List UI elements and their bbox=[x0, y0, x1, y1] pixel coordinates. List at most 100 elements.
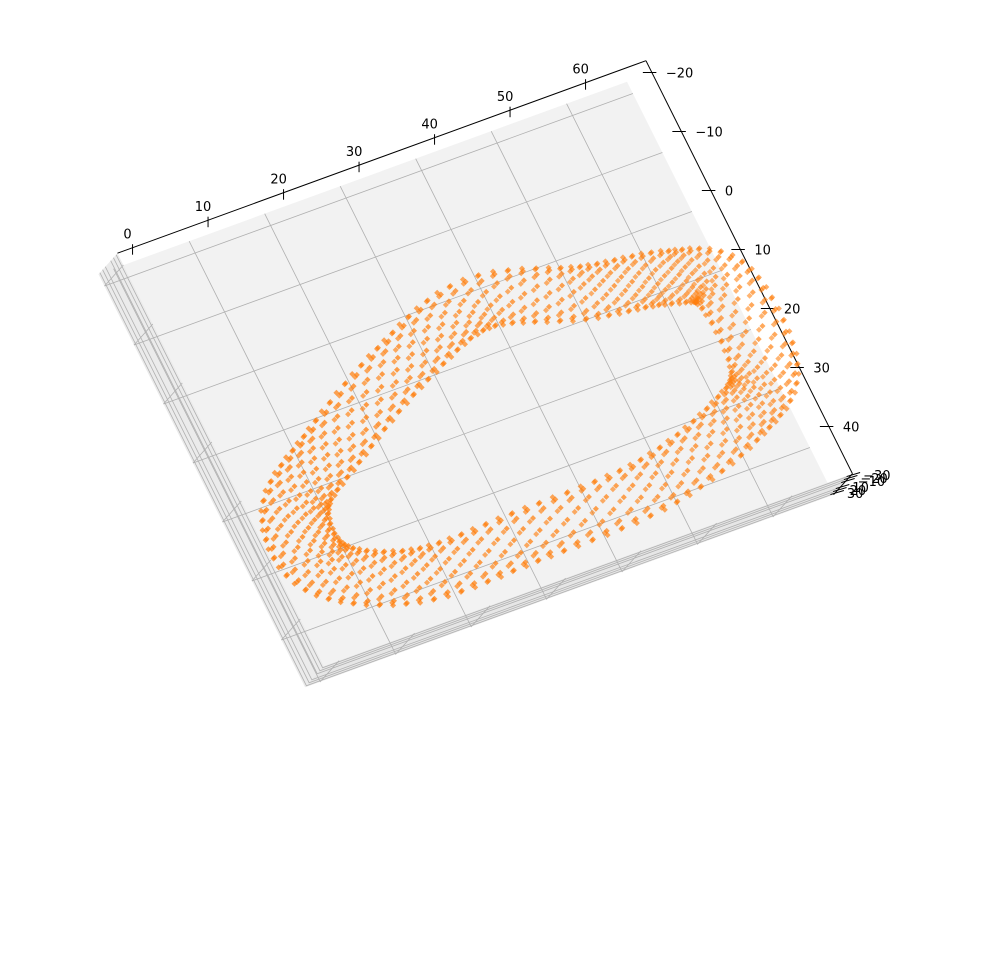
data-point bbox=[777, 411, 784, 418]
data-point bbox=[569, 266, 575, 273]
data-point bbox=[478, 536, 485, 543]
data-point bbox=[475, 298, 481, 305]
data-point bbox=[683, 290, 690, 297]
data-point bbox=[327, 472, 334, 479]
data-point bbox=[583, 315, 590, 322]
data-point bbox=[414, 570, 421, 577]
data-point bbox=[788, 387, 795, 394]
data-point bbox=[723, 384, 730, 391]
data-point bbox=[638, 456, 645, 463]
data-point bbox=[340, 587, 347, 594]
data-point bbox=[712, 273, 719, 280]
data-point bbox=[580, 281, 587, 287]
data-point bbox=[706, 268, 713, 275]
data-point bbox=[365, 577, 372, 583]
data-point bbox=[338, 390, 345, 397]
data-point bbox=[577, 284, 584, 291]
data-point bbox=[404, 592, 411, 598]
data-point bbox=[540, 543, 546, 550]
data-point bbox=[571, 302, 578, 309]
data-point bbox=[442, 301, 449, 308]
data-point bbox=[709, 277, 716, 284]
data-point bbox=[723, 396, 730, 403]
data-point bbox=[642, 296, 649, 302]
grid-line-z bbox=[99, 272, 836, 687]
data-point bbox=[399, 569, 406, 576]
data-point bbox=[307, 547, 314, 554]
data-point bbox=[772, 362, 778, 369]
data-point bbox=[695, 431, 702, 438]
data-point bbox=[348, 407, 355, 414]
data-point bbox=[288, 558, 295, 565]
data-point bbox=[408, 363, 415, 369]
data-point bbox=[463, 322, 470, 329]
data-point bbox=[773, 318, 780, 325]
data-point bbox=[336, 436, 343, 443]
data-point bbox=[406, 343, 413, 350]
data-point bbox=[334, 451, 341, 458]
data-point bbox=[761, 381, 768, 388]
data-point bbox=[642, 262, 649, 269]
data-point bbox=[749, 289, 756, 296]
data-point bbox=[258, 507, 265, 514]
data-point bbox=[295, 577, 302, 584]
data-point bbox=[284, 571, 291, 578]
data-point bbox=[792, 370, 799, 377]
back-pane bbox=[98, 81, 834, 688]
data-point bbox=[363, 553, 370, 560]
data-point bbox=[719, 337, 725, 344]
data-point bbox=[360, 565, 367, 572]
data-point bbox=[752, 340, 759, 347]
data-point bbox=[521, 290, 528, 297]
y-tick-label: −10 bbox=[695, 126, 722, 141]
data-point bbox=[442, 559, 449, 566]
data-point bbox=[729, 382, 736, 389]
data-point bbox=[281, 517, 288, 523]
data-point bbox=[363, 602, 370, 609]
data-point bbox=[313, 592, 320, 599]
x-tick-label: 50 bbox=[497, 90, 514, 105]
data-point bbox=[729, 312, 736, 319]
data-point bbox=[300, 469, 307, 476]
data-point bbox=[706, 248, 713, 255]
data-point bbox=[652, 470, 659, 477]
data-point bbox=[367, 586, 374, 593]
data-point bbox=[463, 328, 470, 335]
data-point bbox=[595, 315, 602, 322]
data-point bbox=[707, 421, 714, 428]
data-point bbox=[290, 447, 297, 453]
data-point bbox=[409, 548, 416, 555]
data-point bbox=[656, 293, 663, 300]
data-point bbox=[463, 536, 470, 543]
data-point bbox=[575, 505, 582, 511]
data-point bbox=[377, 362, 384, 369]
data-point bbox=[356, 548, 363, 555]
data-point bbox=[564, 516, 571, 523]
data-point bbox=[446, 555, 452, 562]
data-point bbox=[407, 331, 414, 338]
data-point bbox=[323, 409, 330, 416]
data-point bbox=[334, 425, 341, 431]
data-point bbox=[767, 389, 773, 396]
data-point bbox=[500, 529, 507, 535]
data-point bbox=[487, 526, 494, 533]
data-point bbox=[326, 515, 333, 522]
data-point bbox=[420, 339, 427, 346]
data-point bbox=[307, 448, 313, 455]
z-tick-mark bbox=[843, 475, 858, 481]
data-point bbox=[500, 317, 507, 324]
data-point bbox=[366, 364, 373, 371]
data-point bbox=[305, 568, 312, 575]
data-point bbox=[625, 265, 632, 272]
data-point bbox=[299, 515, 306, 522]
data-point bbox=[299, 533, 306, 540]
data-point bbox=[739, 332, 746, 339]
data-point bbox=[363, 426, 370, 433]
data-point bbox=[432, 553, 439, 560]
data-point bbox=[365, 352, 372, 359]
data-point bbox=[634, 474, 641, 481]
data-point bbox=[600, 277, 607, 284]
data-point bbox=[635, 270, 642, 276]
data-point bbox=[722, 437, 729, 444]
data-point bbox=[625, 299, 632, 306]
